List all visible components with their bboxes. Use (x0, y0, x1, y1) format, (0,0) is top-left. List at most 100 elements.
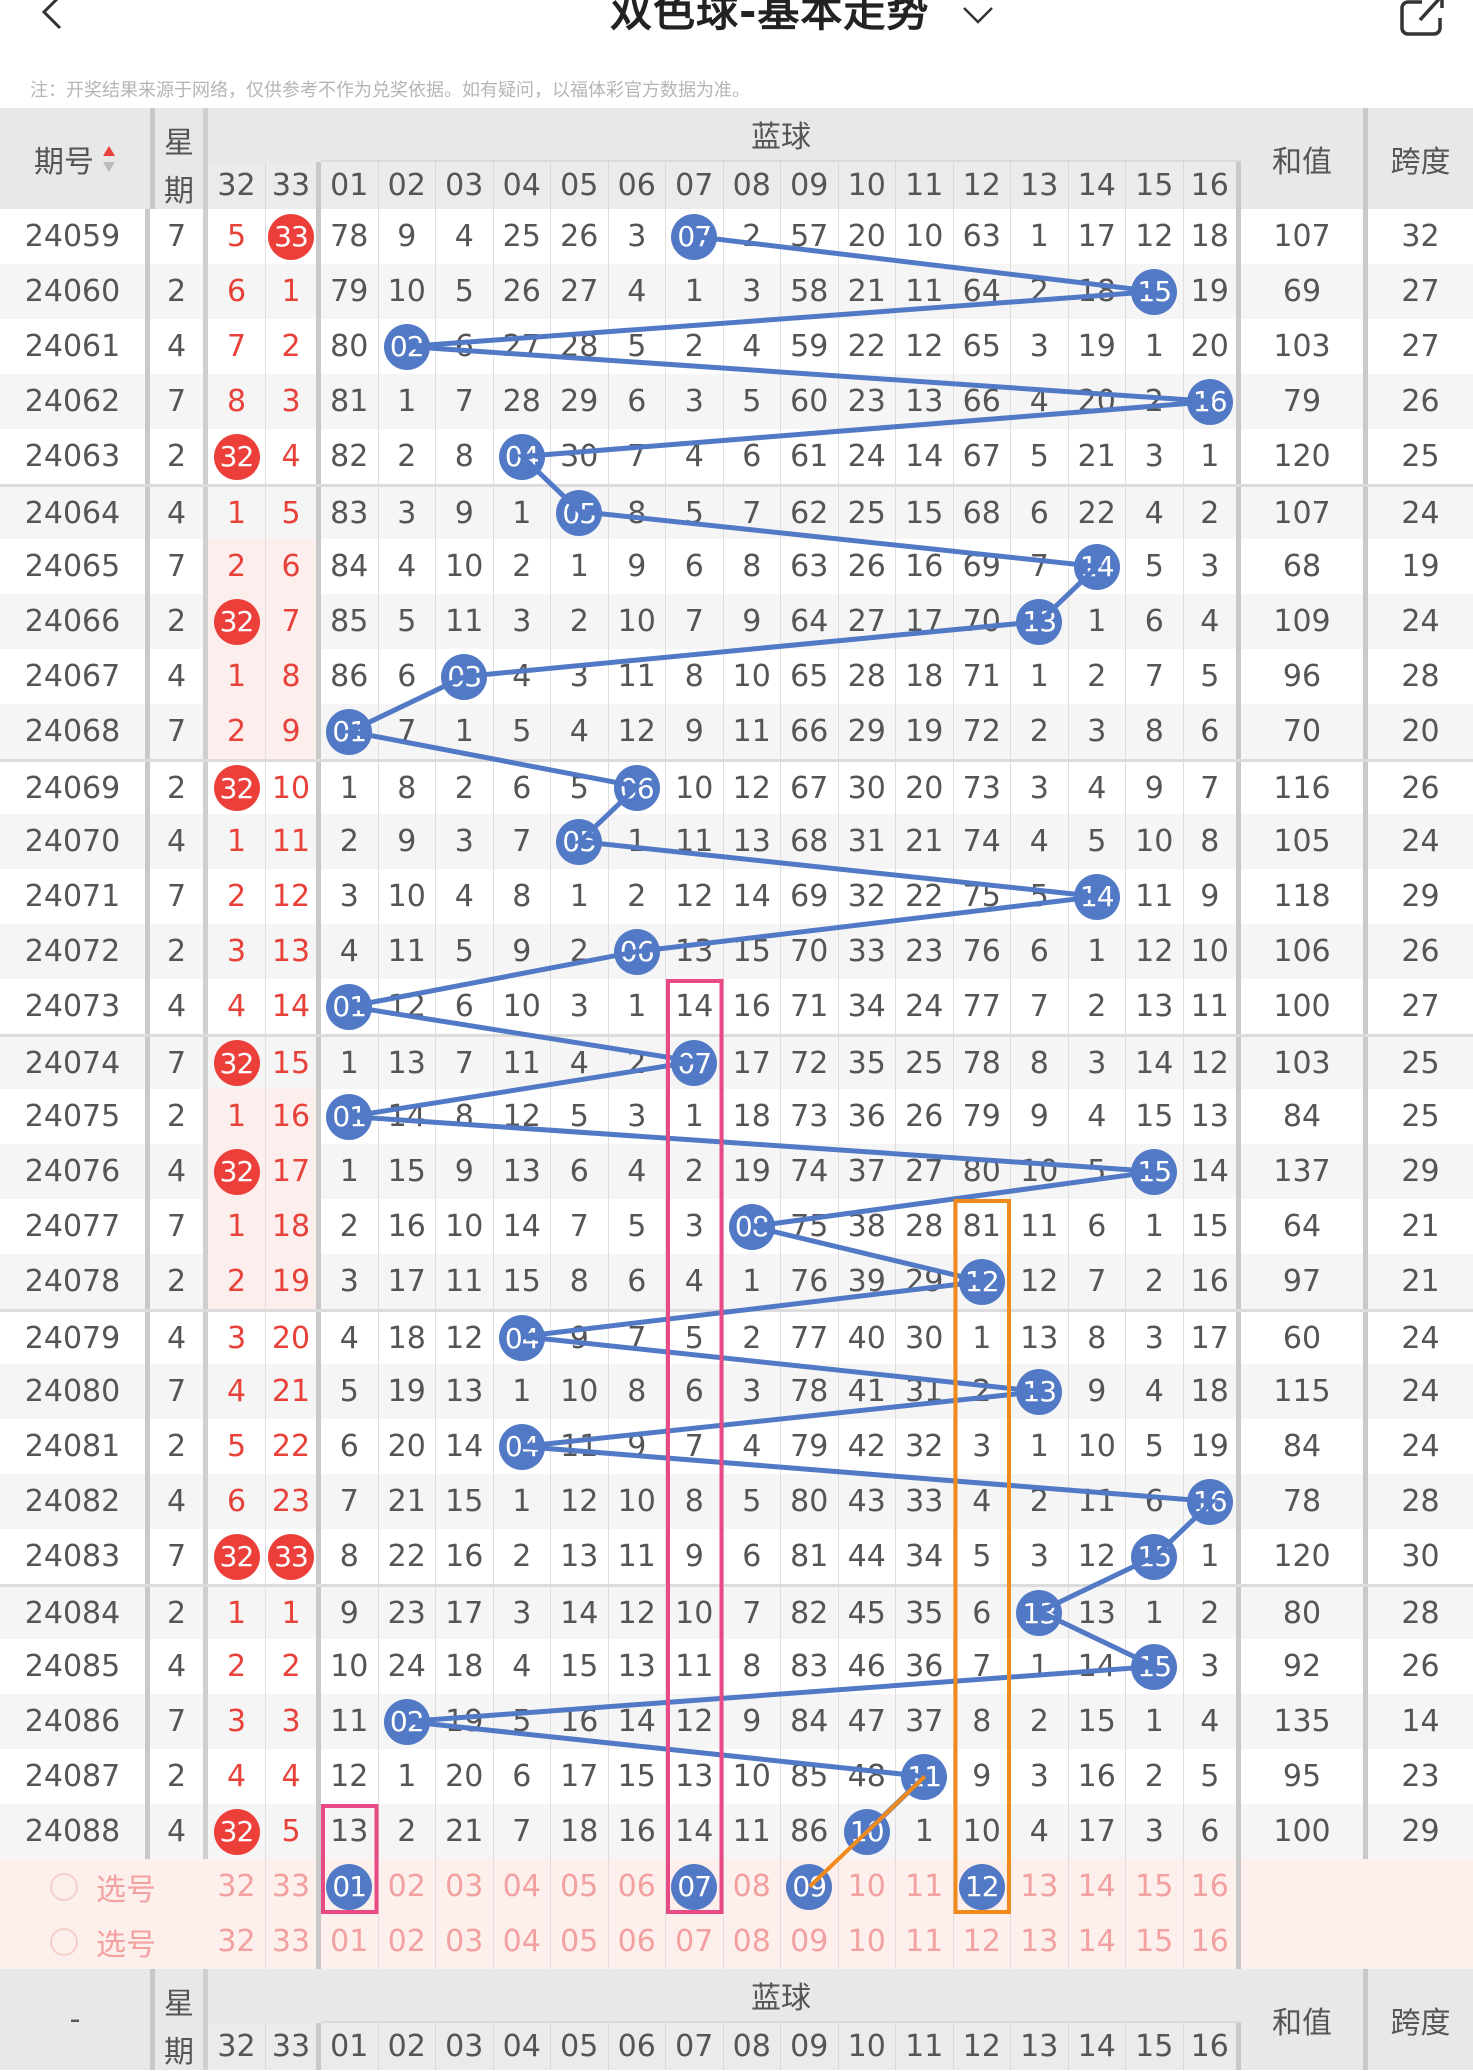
select-row-label[interactable]: 选号 (0, 1859, 208, 1914)
share-icon[interactable] (1398, 0, 1446, 38)
header-blue-col[interactable]: 09 (781, 162, 839, 209)
header-blue-col[interactable]: 08 (723, 2023, 781, 2070)
select-red-number[interactable]: 33 (266, 1859, 321, 1914)
header-sum[interactable]: 和值 (1241, 108, 1368, 209)
header-red-col[interactable]: 32 (208, 162, 266, 209)
select-blue-number[interactable]: 15 (1126, 1914, 1184, 1969)
select-blue-number[interactable]: 16 (1184, 1859, 1241, 1914)
select-blue-number[interactable]: 07 (666, 1914, 724, 1969)
select-blue-number[interactable]: 05 (551, 1914, 609, 1969)
header-blue-col[interactable]: 08 (723, 162, 781, 209)
header-red-col[interactable]: 32 (208, 2023, 266, 2070)
select-blue-number[interactable]: 06 (609, 1859, 666, 1914)
select-blue-number[interactable]: 10 (839, 1914, 896, 1969)
header-span[interactable]: 跨度 (1390, 144, 1451, 180)
select-blue-number[interactable]: 14 (1069, 1914, 1126, 1969)
selected-blue-ball[interactable]: 12 (958, 1863, 1005, 1910)
header-blue-col[interactable]: 16 (1183, 2023, 1241, 2070)
header-blue-col[interactable]: 07 (666, 162, 724, 209)
header-blue-col[interactable]: 13 (1011, 2023, 1069, 2070)
select-blue-number[interactable]: 16 (1184, 1914, 1241, 1969)
header-red-col[interactable]: 33 (266, 2023, 321, 2070)
select-blue-number[interactable]: 08 (724, 1914, 781, 1969)
select-blue-number[interactable]: 04 (494, 1859, 551, 1914)
select-blue-number[interactable]: 04 (494, 1914, 551, 1969)
select-blue-number[interactable]: 02 (379, 1914, 436, 1969)
header-span[interactable]: 跨度 (1390, 2005, 1451, 2041)
blue-cell: 06 (609, 924, 666, 979)
header-sum[interactable]: 和值 (1241, 1969, 1368, 2070)
blue-cell: 4 (1184, 1694, 1241, 1749)
header-blue-col[interactable]: 07 (666, 2023, 724, 2070)
select-blue-number[interactable]: 13 (1011, 1914, 1069, 1969)
radio-button[interactable] (50, 1872, 78, 1901)
header-blue-col[interactable]: 03 (436, 2023, 494, 2070)
select-blue-number[interactable]: 11 (896, 1914, 954, 1969)
select-red-number[interactable]: 32 (208, 1859, 266, 1914)
select-red-number[interactable]: 32 (208, 1914, 266, 1969)
header-blue-col[interactable]: 03 (436, 162, 494, 209)
header-blue-col[interactable]: 15 (1126, 2023, 1184, 2070)
sort-icon[interactable] (102, 144, 116, 174)
blue-cell: 43 (839, 1474, 896, 1529)
header-red-col[interactable]: 33 (266, 162, 321, 209)
header-period[interactable]: 期号 (0, 108, 150, 209)
select-blue-number[interactable]: 03 (436, 1914, 494, 1969)
select-blue-number[interactable]: 11 (896, 1859, 954, 1914)
header-period[interactable]: - (0, 1969, 150, 2070)
header-blue-col[interactable]: 06 (608, 2023, 666, 2070)
select-blue-number[interactable]: 08 (724, 1859, 781, 1914)
header-blue-col[interactable]: 11 (896, 162, 954, 209)
header-blue-col[interactable]: 16 (1183, 162, 1241, 209)
header-blue-col[interactable]: 02 (378, 2023, 436, 2070)
page-title[interactable]: 双色球-基本走势 (610, 0, 930, 36)
select-blue-number[interactable]: 13 (1011, 1859, 1069, 1914)
header-blue-col[interactable]: 01 (321, 2023, 379, 2070)
select-red-number[interactable]: 33 (266, 1914, 321, 1969)
header-blue-col[interactable]: 01 (321, 162, 379, 209)
blue-cell: 14 (609, 1694, 666, 1749)
header-blue-col[interactable]: 13 (1011, 162, 1069, 209)
header-blue-col[interactable]: 14 (1068, 162, 1126, 209)
radio-button[interactable] (50, 1927, 78, 1956)
select-blue-number[interactable]: 07 (666, 1859, 724, 1914)
header-blue-col[interactable]: 12 (953, 162, 1011, 209)
chevron-down-icon[interactable] (960, 4, 996, 26)
header-blue-col[interactable]: 15 (1126, 162, 1184, 209)
select-blue-number[interactable]: 10 (839, 1859, 896, 1914)
select-blue-number[interactable]: 12 (954, 1859, 1011, 1914)
header-blue-col[interactable]: 09 (781, 2023, 839, 2070)
select-row-label[interactable]: 选号 (0, 1914, 208, 1969)
select-blue-number[interactable]: 06 (609, 1914, 666, 1969)
selected-blue-ball[interactable]: 07 (671, 1863, 718, 1910)
select-blue-number[interactable]: 15 (1126, 1859, 1184, 1914)
header-blue-col[interactable]: 04 (493, 162, 551, 209)
select-blue-number[interactable]: 05 (551, 1859, 609, 1914)
selected-blue-ball[interactable]: 01 (326, 1863, 373, 1910)
header-blue-col[interactable]: 05 (551, 162, 609, 209)
header-blue-col[interactable]: 06 (608, 162, 666, 209)
select-blue-number[interactable]: 01 (321, 1859, 379, 1914)
header-blue-col[interactable]: 04 (493, 2023, 551, 2070)
header-blue-col[interactable]: 05 (551, 2023, 609, 2070)
select-blue-number[interactable]: 12 (954, 1914, 1011, 1969)
select-blue-number[interactable]: 09 (781, 1914, 839, 1969)
blue-cell: 6 (436, 979, 494, 1034)
header-blue-col[interactable]: 11 (896, 2023, 954, 2070)
blue-cell: 2 (666, 1144, 724, 1199)
span-cell: 24 (1401, 1374, 1440, 1409)
blue-cell: 10 (839, 1804, 896, 1859)
select-blue-number[interactable]: 02 (379, 1859, 436, 1914)
select-blue-number[interactable]: 03 (436, 1859, 494, 1914)
header-blue-col[interactable]: 10 (838, 162, 896, 209)
select-blue-number[interactable]: 14 (1069, 1859, 1126, 1914)
chevron-left-icon[interactable] (38, 0, 68, 34)
header-blue-col[interactable]: 14 (1068, 2023, 1126, 2070)
select-blue-number[interactable]: 09 (781, 1859, 839, 1914)
header-blue-col[interactable]: 10 (838, 2023, 896, 2070)
header-blue-col[interactable]: 12 (953, 2023, 1011, 2070)
header-blue-col[interactable]: 02 (378, 162, 436, 209)
selected-blue-ball[interactable]: 09 (786, 1863, 833, 1910)
blue-cell: 3 (494, 1587, 551, 1639)
select-blue-number[interactable]: 01 (321, 1914, 379, 1969)
